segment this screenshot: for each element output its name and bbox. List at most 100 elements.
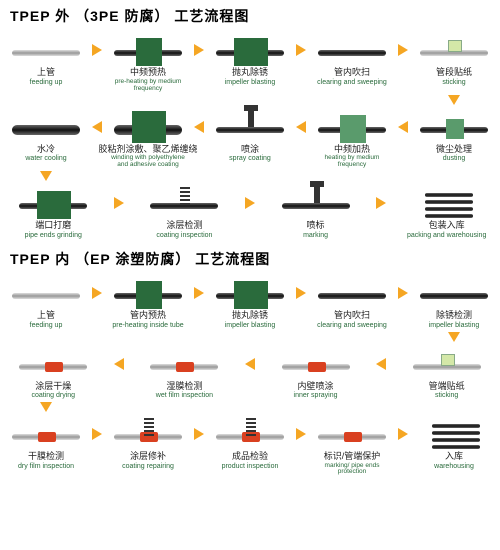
arrow-right-icon: [241, 185, 259, 221]
arrow-right-icon: [394, 275, 412, 311]
step-illustration: [112, 109, 184, 143]
process-row: 上管feeding up 管内预热pre-heating inside tube 抛…: [4, 275, 496, 329]
process-row: 上管feeding up中频预热pre-heating by medium fr…: [4, 32, 496, 93]
step-illustration: [316, 109, 388, 143]
arrow-down-icon: [4, 171, 496, 185]
process-step: 管内预热pre-heating inside tube: [106, 275, 190, 329]
step-illustration: [418, 275, 490, 309]
step-illustration: [280, 185, 352, 219]
step-label-zh: 涂层修补: [130, 452, 166, 462]
arrow-right-icon: [372, 185, 390, 221]
step-label-zh: 成品检验: [232, 452, 268, 462]
step-label-en: feeding up: [30, 322, 63, 329]
step-label-en: clearing and sweeping: [317, 322, 387, 329]
step-label-en: product inspection: [222, 463, 279, 470]
arrow-left-icon: [394, 109, 412, 145]
step-label-en: warehousing: [434, 463, 474, 470]
process-step: 涂层检测coating inspection: [142, 185, 226, 239]
step-illustration: [411, 185, 483, 219]
section-title: TPEP 内 （EP 涂塑防腐） 工艺流程图: [4, 247, 496, 275]
process-step: 管内吹扫clearing and sweeping: [310, 32, 394, 86]
step-label-zh: 管内吹扫: [334, 311, 370, 321]
step-label-zh: 管端贴纸: [429, 382, 465, 392]
step-illustration: [112, 416, 184, 450]
process-step: 端口打磨pipe ends grinding: [11, 185, 95, 239]
step-label-zh: 入库: [445, 452, 463, 462]
step-illustration: [17, 346, 89, 380]
step-label-en: wet film inspection: [156, 392, 213, 399]
arrow-down-icon: [4, 332, 496, 346]
process-step: 湿膜检测wet film inspection: [142, 346, 226, 400]
step-label-en: impeller blasting: [225, 79, 276, 86]
step-illustration: [10, 109, 82, 143]
step-label-zh: 湿膜检测: [166, 382, 202, 392]
process-step: 除锈检测impeller blasting: [412, 275, 496, 329]
process-row: 水冷water cooling 胶粘剂涂敷、聚乙烯缠绕winding with p…: [4, 109, 496, 170]
step-label-zh: 除锈检测: [436, 311, 472, 321]
step-illustration: [148, 346, 220, 380]
step-label-zh: 水冷: [37, 145, 55, 155]
process-step: 胶粘剂涂敷、聚乙烯缠绕winding with polyethylene and…: [106, 109, 190, 170]
process-row: 干膜检测dry film inspection涂层修补coating repai…: [4, 416, 496, 477]
process-step: 成品检验product inspection: [208, 416, 292, 470]
flowchart-section: TPEP 内 （EP 涂塑防腐） 工艺流程图上管feeding up 管内预热pr…: [4, 247, 496, 476]
process-step: 涂层修补coating repairing: [106, 416, 190, 470]
process-step: 水冷water cooling: [4, 109, 88, 163]
step-label-en: inner spraying: [294, 392, 338, 399]
step-label-zh: 内壁喷涂: [298, 382, 334, 392]
process-step: 抛丸除锈impeller blasting: [208, 32, 292, 86]
arrow-left-icon: [372, 346, 390, 382]
step-label-en: marking/ pipe ends protection: [310, 463, 394, 477]
step-label-zh: 包装入库: [429, 221, 465, 231]
process-step: 内壁喷涂inner spraying: [274, 346, 358, 400]
step-illustration: [214, 275, 286, 309]
arrow-right-icon: [292, 416, 310, 452]
process-step: 喷标marking: [274, 185, 358, 239]
step-label-en: dry film inspection: [18, 463, 74, 470]
arrow-left-icon: [241, 346, 259, 382]
step-label-zh: 标识/管端保护: [324, 452, 381, 462]
arrow-right-icon: [190, 32, 208, 68]
step-label-en: pipe ends grinding: [25, 232, 82, 239]
step-label-en: pre-heating by medium frequency: [106, 79, 190, 93]
arrow-right-icon: [88, 275, 106, 311]
step-label-zh: 端口打磨: [35, 221, 71, 231]
process-step: 喷涂spray coating: [208, 109, 292, 163]
arrow-right-icon: [190, 416, 208, 452]
step-label-zh: 涂层检测: [166, 221, 202, 231]
step-illustration: [112, 275, 184, 309]
arrow-right-icon: [110, 185, 128, 221]
step-label-zh: 管内吹扫: [334, 68, 370, 78]
arrow-left-icon: [292, 109, 310, 145]
step-illustration: [316, 275, 388, 309]
step-label-zh: 抛丸除锈: [232, 68, 268, 78]
step-label-zh: 上管: [37, 68, 55, 78]
step-illustration: [418, 32, 490, 66]
step-illustration: [316, 416, 388, 450]
process-row: 端口打磨pipe ends grinding 涂层检测coating inspec…: [4, 185, 496, 239]
arrow-right-icon: [190, 275, 208, 311]
step-label-zh: 抛丸除锈: [232, 311, 268, 321]
process-row: 涂层干燥coating drying湿膜检测wet film inspectio…: [4, 346, 496, 400]
step-label-zh: 胶粘剂涂敷、聚乙烯缠绕: [99, 145, 198, 155]
arrow-left-icon: [88, 109, 106, 145]
step-illustration: [10, 32, 82, 66]
process-step: 管端贴纸sticking: [405, 346, 489, 400]
step-label-en: feeding up: [30, 79, 63, 86]
process-step: 上管feeding up: [4, 275, 88, 329]
step-label-en: spray coating: [229, 155, 271, 162]
step-illustration: [316, 32, 388, 66]
process-step: 入库warehousing: [412, 416, 496, 470]
process-step: 包装入库packing and warehousing: [405, 185, 489, 239]
arrow-down-icon: [4, 402, 496, 416]
step-illustration: [280, 346, 352, 380]
section-title: TPEP 外 （3PE 防腐） 工艺流程图: [4, 4, 496, 32]
process-step: 中频加热heating by medium frequency: [310, 109, 394, 170]
process-step: 标识/管端保护marking/ pipe ends protection: [310, 416, 394, 477]
step-illustration: [214, 109, 286, 143]
step-label-en: dusting: [443, 155, 466, 162]
step-label-en: impeller blasting: [429, 322, 480, 329]
step-label-en: coating inspection: [156, 232, 212, 239]
step-label-zh: 喷涂: [241, 145, 259, 155]
arrow-right-icon: [88, 32, 106, 68]
